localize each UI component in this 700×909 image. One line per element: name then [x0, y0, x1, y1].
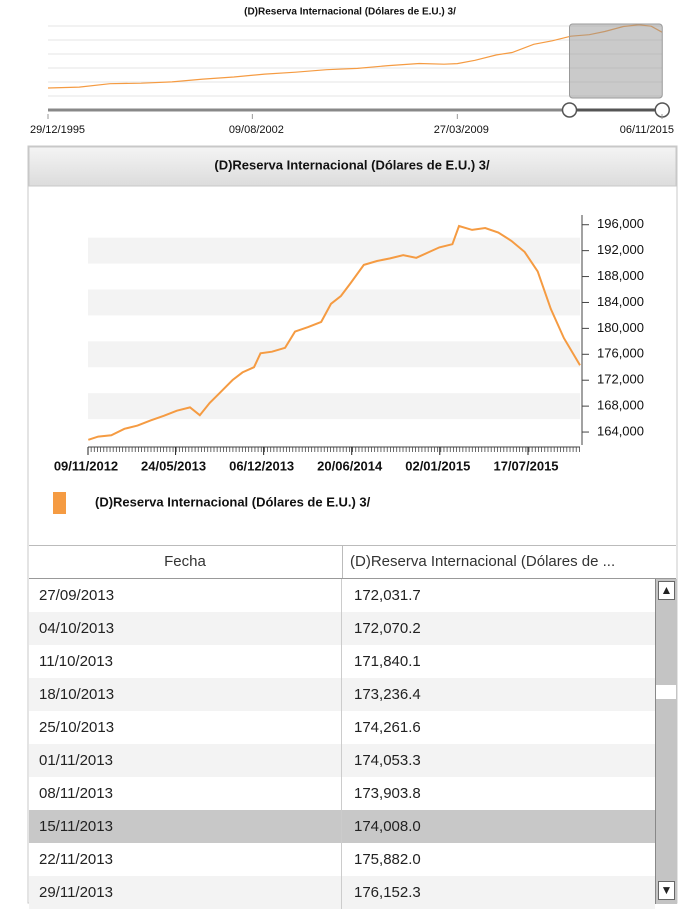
- y-tick-label: 188,000: [597, 268, 644, 283]
- y-tick-label: 172,000: [597, 372, 644, 387]
- table-row[interactable]: 22/11/2013 175,882.0: [29, 843, 655, 876]
- column-divider: [341, 777, 342, 810]
- column-header[interactable]: Fecha: [164, 553, 206, 570]
- scrollbar[interactable]: ▲ ▼: [655, 579, 677, 904]
- y-tick-label: 164,000: [597, 423, 644, 438]
- table-cell: 171,840.1: [354, 653, 421, 670]
- nav-x-tick-label: 29/12/1995: [30, 124, 85, 136]
- column-divider: [341, 843, 342, 876]
- scroll-thumb[interactable]: [656, 685, 676, 699]
- table-row[interactable]: 29/11/2013 176,152.3: [29, 876, 655, 909]
- table-body: 27/09/2013 172,031.7 04/10/2013 172,070.2 11…: [29, 579, 655, 909]
- table-cell: 172,031.7: [354, 587, 421, 604]
- table-row[interactable]: 18/10/2013 173,236.4: [29, 678, 655, 711]
- nav-x-tick-label: 27/03/2009: [434, 124, 489, 136]
- band: [88, 393, 580, 420]
- column-divider: [341, 810, 342, 843]
- column-divider: [341, 612, 342, 645]
- table-cell: 18/10/2013: [39, 686, 115, 703]
- table-row[interactable]: 11/10/2013 171,840.1: [29, 645, 655, 678]
- legend-label: (D)Reserva Internacional (Dólares de E.U…: [95, 494, 371, 509]
- column-divider: [341, 678, 342, 711]
- column-divider: [341, 711, 342, 744]
- x-tick-label: 02/01/2015: [405, 458, 470, 473]
- table-cell: 15/11/2013: [39, 818, 113, 835]
- nav-x-tick-label: 06/11/2015: [620, 124, 674, 136]
- x-tick-label: 06/12/2013: [229, 458, 294, 473]
- table-cell: 27/09/2013: [39, 587, 115, 604]
- data-table: Fecha (D)Reserva Internacional (Dólares …: [29, 545, 677, 909]
- table-cell: 04/10/2013: [39, 620, 115, 637]
- nav-x-tick-label: 09/08/2002: [229, 124, 284, 136]
- scroll-down[interactable]: ▼: [658, 881, 675, 900]
- table-cell: 175,882.0: [354, 851, 421, 868]
- table-cell: 176,152.3: [354, 884, 421, 901]
- table-cell: 22/11/2013: [39, 851, 113, 868]
- table-row[interactable]: 04/10/2013 172,070.2: [29, 612, 655, 645]
- chart-title: (D)Reserva Internacional (Dólares de E.U…: [214, 157, 490, 172]
- table-row[interactable]: 15/11/2013 174,008.0: [29, 810, 655, 843]
- column-divider: [341, 744, 342, 777]
- column-divider: [341, 645, 342, 678]
- band: [88, 237, 580, 264]
- table-cell: 11/10/2013: [39, 653, 113, 670]
- y-tick-label: 180,000: [597, 320, 644, 335]
- table-cell: 01/11/2013: [39, 752, 113, 769]
- table-row[interactable]: 27/09/2013 172,031.7: [29, 579, 655, 612]
- x-tick-label: 20/06/2014: [317, 458, 383, 473]
- band: [88, 341, 580, 368]
- table-header: Fecha (D)Reserva Internacional (Dólares …: [29, 545, 676, 579]
- navigator-title: (D)Reserva Internacional (Dólares de E.U…: [244, 7, 456, 18]
- table-cell: 174,008.0: [354, 818, 421, 835]
- scroll-up[interactable]: ▲: [658, 581, 675, 600]
- y-tick-label: 192,000: [597, 242, 644, 257]
- y-tick-label: 168,000: [597, 398, 644, 413]
- legend-swatch[interactable]: [53, 492, 66, 514]
- y-tick-label: 176,000: [597, 346, 644, 361]
- panel-header: [28, 146, 677, 187]
- nav-selection: [568, 23, 663, 99]
- table-cell: 29/11/2013: [39, 884, 113, 901]
- table-row[interactable]: 25/10/2013 174,261.6: [29, 711, 655, 744]
- table-cell: 08/11/2013: [39, 785, 113, 802]
- x-tick-label: 17/07/2015: [493, 458, 558, 473]
- table-cell: 172,070.2: [354, 620, 421, 637]
- table-row[interactable]: 01/11/2013 174,053.3: [29, 744, 655, 777]
- table-row[interactable]: 08/11/2013 173,903.8: [29, 777, 655, 810]
- x-tick-label: 24/05/2013: [141, 458, 206, 473]
- y-tick-label: 196,000: [597, 216, 644, 231]
- table-cell: 174,261.6: [354, 719, 421, 736]
- table-cell: 173,236.4: [354, 686, 421, 703]
- table-cell: 173,903.8: [354, 785, 421, 802]
- column-divider: [341, 579, 342, 612]
- table-cell: 25/10/2013: [39, 719, 115, 736]
- y-tick-label: 184,000: [597, 294, 644, 309]
- nav-handle[interactable]: [561, 102, 578, 118]
- x-tick-label: 09/11/2012: [54, 458, 118, 473]
- data-line: [87, 224, 581, 441]
- column-divider: [341, 876, 342, 909]
- table-cell: 174,053.3: [354, 752, 421, 769]
- column-header[interactable]: (D)Reserva Internacional (Dólares de ...: [342, 546, 676, 578]
